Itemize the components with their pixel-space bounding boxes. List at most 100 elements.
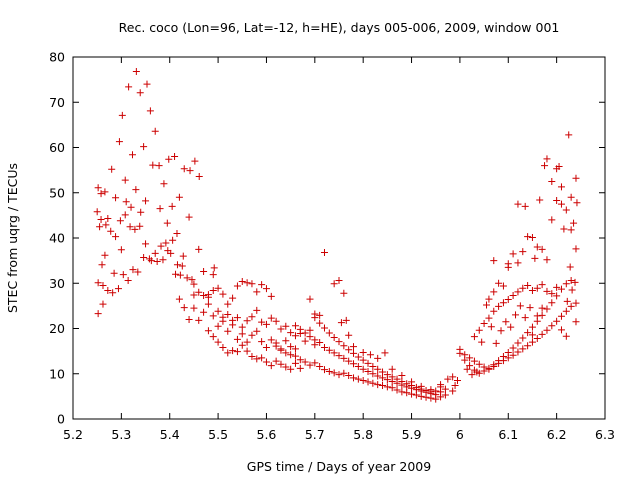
data-point [101, 188, 109, 196]
data-point [543, 287, 551, 295]
data-point [340, 342, 348, 350]
data-point [320, 248, 328, 256]
data-point [94, 310, 102, 318]
data-point [499, 299, 507, 307]
data-point [487, 323, 495, 331]
data-point [175, 193, 183, 201]
data-point [140, 143, 148, 151]
data-point [253, 355, 261, 363]
data-point [374, 365, 382, 373]
data-point [229, 347, 237, 355]
data-point [325, 367, 333, 375]
data-point [325, 346, 333, 354]
data-point [451, 382, 459, 390]
data-point [383, 383, 391, 391]
data-point [383, 371, 391, 379]
data-point [573, 199, 581, 207]
data-point [267, 362, 275, 370]
data-point [214, 338, 222, 346]
data-point [441, 391, 449, 399]
data-point [188, 276, 196, 284]
data-point [374, 381, 382, 389]
y-tick: 60 [49, 140, 605, 155]
data-point [159, 256, 167, 264]
data-point [167, 249, 175, 257]
data-point [567, 193, 575, 201]
data-point [142, 197, 150, 205]
data-point [142, 240, 150, 248]
data-point [301, 329, 309, 337]
data-point [185, 213, 193, 221]
data-point [403, 389, 411, 397]
y-axis-label: STEC from uqrg / TECUs [5, 163, 20, 313]
data-point [195, 288, 203, 296]
data-point [514, 200, 522, 208]
data-point [209, 333, 217, 341]
data-point [147, 257, 155, 265]
data-point [306, 295, 314, 303]
data-point [224, 310, 232, 318]
data-point [143, 80, 151, 88]
x-tick: 6.3 [595, 57, 615, 442]
data-point [291, 352, 299, 360]
data-point [548, 216, 556, 224]
data-point [497, 327, 505, 335]
data-point [127, 203, 135, 211]
data-point [162, 239, 170, 247]
data-point [485, 364, 493, 372]
data-point [342, 316, 350, 324]
data-point [200, 267, 208, 275]
data-point [528, 338, 536, 346]
data-point [173, 261, 181, 269]
y-tick-label: 20 [49, 321, 65, 336]
x-axis-label: GPS time / Days of year 2009 [247, 459, 431, 474]
data-point [533, 334, 541, 342]
data-point [557, 285, 565, 293]
data-point [492, 339, 500, 347]
y-tick-label: 40 [49, 231, 65, 246]
data-point [512, 311, 520, 319]
data-point [427, 386, 435, 394]
data-point [466, 362, 474, 370]
data-point [149, 161, 157, 169]
data-point [568, 286, 576, 294]
data-point [340, 369, 348, 377]
y-tick-label: 50 [49, 185, 65, 200]
data-point [543, 155, 551, 163]
data-point [555, 163, 563, 171]
data-point [129, 266, 137, 274]
data-point [364, 367, 372, 375]
data-point [140, 253, 148, 261]
data-point [490, 361, 498, 369]
x-tick-label: 5.3 [111, 427, 131, 442]
data-point [519, 345, 527, 353]
x-tick: 6.1 [498, 57, 518, 442]
data-point [112, 233, 120, 241]
data-point [567, 226, 575, 234]
x-tick: 5.6 [257, 57, 276, 442]
data-point [214, 322, 222, 330]
data-point [94, 184, 102, 192]
data-point [301, 358, 309, 366]
chart-title: Rec. coco (Lon=96, Lat=-12, h=HE), days … [119, 20, 560, 35]
data-point [114, 285, 122, 293]
data-point [224, 349, 232, 357]
x-tick-label: 5.4 [160, 427, 180, 442]
data-point [311, 359, 319, 367]
data-point [287, 365, 295, 373]
data-point [562, 206, 570, 214]
data-point [463, 365, 471, 373]
data-point [272, 342, 280, 350]
x-tick: 6 [456, 57, 464, 442]
data-point [214, 307, 222, 315]
data-point [248, 353, 256, 361]
data-point [557, 183, 565, 191]
data-point [320, 366, 328, 374]
data-point [233, 348, 241, 356]
data-point [104, 286, 112, 294]
data-point [243, 317, 251, 325]
data-points [93, 67, 581, 403]
data-point [441, 385, 449, 393]
data-point [330, 334, 338, 342]
data-point [485, 295, 493, 303]
